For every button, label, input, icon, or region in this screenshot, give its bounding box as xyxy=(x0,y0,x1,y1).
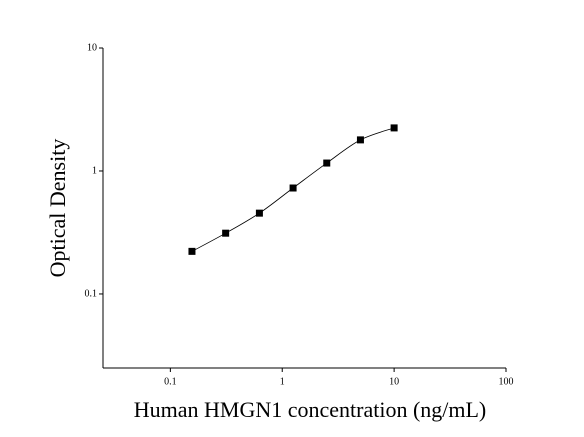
y-tick-label: 0.1 xyxy=(85,288,98,299)
x-tick-label: 10 xyxy=(389,376,399,387)
x-tick-label: 0.1 xyxy=(164,376,177,387)
point xyxy=(356,136,364,144)
point xyxy=(323,159,331,167)
y-tick-label: 10 xyxy=(87,42,97,53)
point xyxy=(255,209,263,217)
x-tick-label: 100 xyxy=(499,376,514,387)
y-axis-label: Optical Density xyxy=(45,139,70,278)
point xyxy=(188,247,196,255)
point xyxy=(390,124,398,132)
x-axis-label: Human HMGN1 concentration (ng/mL) xyxy=(134,397,487,422)
point xyxy=(289,184,297,192)
point xyxy=(222,229,230,237)
y-tick-label: 1 xyxy=(92,165,97,176)
x-tick-label: 1 xyxy=(280,376,285,387)
